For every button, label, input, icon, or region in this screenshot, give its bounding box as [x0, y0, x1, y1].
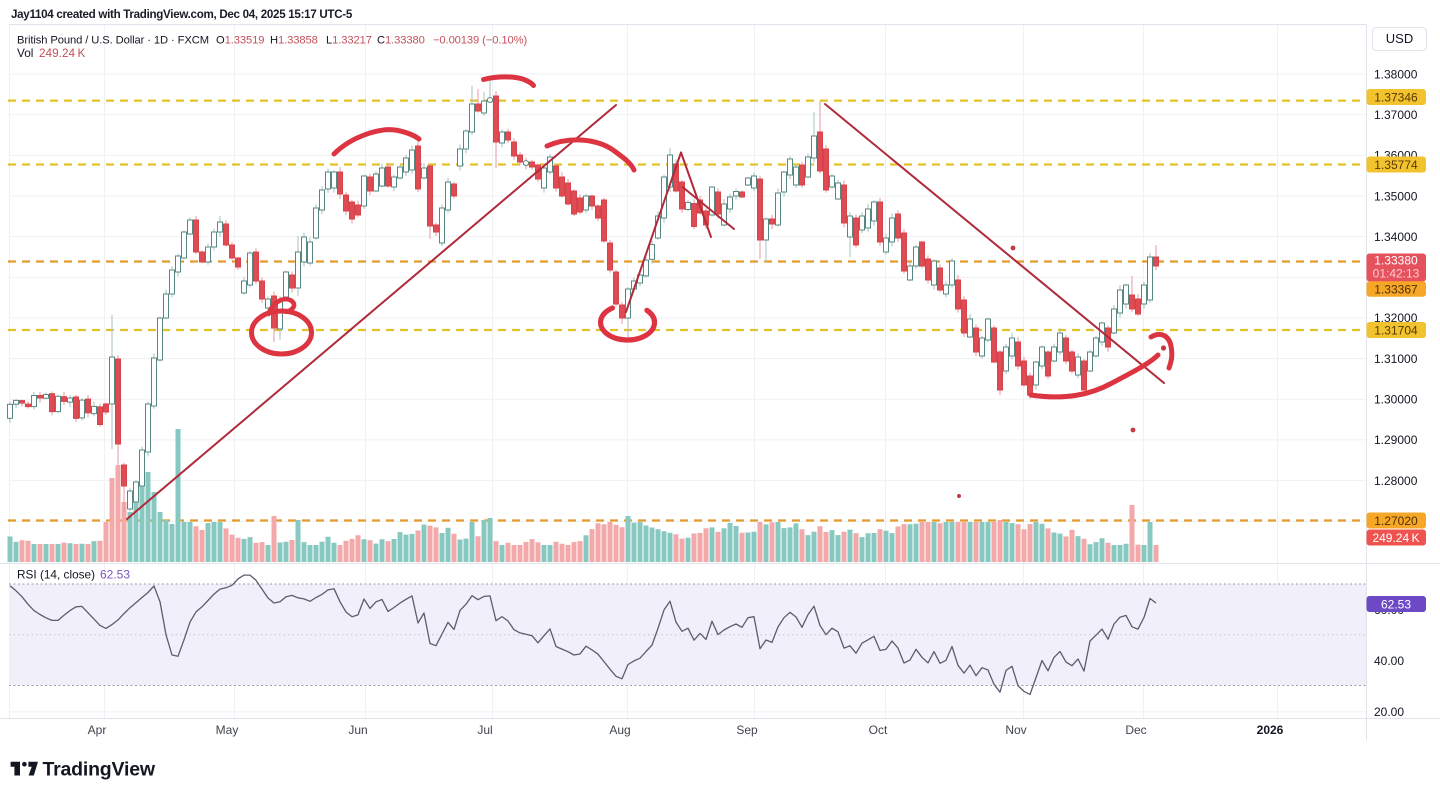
- svg-text:Nov: Nov: [1005, 723, 1026, 737]
- svg-text:Sep: Sep: [736, 723, 758, 737]
- svg-text:Apr: Apr: [88, 723, 107, 737]
- svg-text:1.35774: 1.35774: [1374, 158, 1418, 172]
- svg-text:Jun: Jun: [348, 723, 367, 737]
- svg-text:Dec: Dec: [1125, 723, 1146, 737]
- svg-text:Oct: Oct: [869, 723, 888, 737]
- svg-text:1.34000: 1.34000: [1374, 230, 1418, 244]
- svg-text:249.24 K: 249.24 K: [39, 46, 85, 60]
- svg-text:62.53: 62.53: [1381, 597, 1411, 611]
- svg-text:May: May: [216, 723, 239, 737]
- svg-text:1.28000: 1.28000: [1374, 474, 1418, 488]
- svg-text:249.24 K: 249.24 K: [1372, 531, 1419, 545]
- svg-text:1.27020: 1.27020: [1374, 514, 1418, 528]
- svg-text:Vol: Vol: [17, 46, 33, 60]
- svg-text:British Pound / U.S. Dollar ·: British Pound / U.S. Dollar · 1D · FXCM O…: [17, 35, 527, 47]
- svg-text:Aug: Aug: [609, 723, 630, 737]
- svg-text:RSI (14, close): RSI (14, close): [17, 568, 95, 582]
- svg-text:1.33380: 1.33380: [1374, 254, 1418, 268]
- svg-text:1.38000: 1.38000: [1374, 67, 1418, 81]
- svg-text:1.37346: 1.37346: [1374, 90, 1418, 104]
- svg-text:1.37000: 1.37000: [1374, 108, 1418, 122]
- svg-text:USD: USD: [1386, 31, 1413, 46]
- svg-text:1.32000: 1.32000: [1374, 311, 1418, 325]
- svg-text:40.00: 40.00: [1374, 654, 1404, 668]
- svg-text:1.29000: 1.29000: [1374, 433, 1418, 447]
- svg-text:1.31704: 1.31704: [1374, 323, 1418, 337]
- svg-text:01:42:13: 01:42:13: [1373, 267, 1420, 281]
- svg-text:1.31000: 1.31000: [1374, 352, 1418, 366]
- svg-text:20.00: 20.00: [1374, 705, 1404, 719]
- svg-text:2026: 2026: [1257, 723, 1284, 737]
- svg-text:TradingView: TradingView: [43, 759, 156, 781]
- svg-text:Jul: Jul: [477, 723, 492, 737]
- svg-text:62.53: 62.53: [100, 568, 130, 582]
- svg-text:1.33367: 1.33367: [1374, 282, 1418, 296]
- svg-text:1.35000: 1.35000: [1374, 189, 1418, 203]
- svg-text:Jay1104 created with TradingVi: Jay1104 created with TradingView.com, De…: [11, 8, 353, 21]
- svg-text:1.30000: 1.30000: [1374, 393, 1418, 407]
